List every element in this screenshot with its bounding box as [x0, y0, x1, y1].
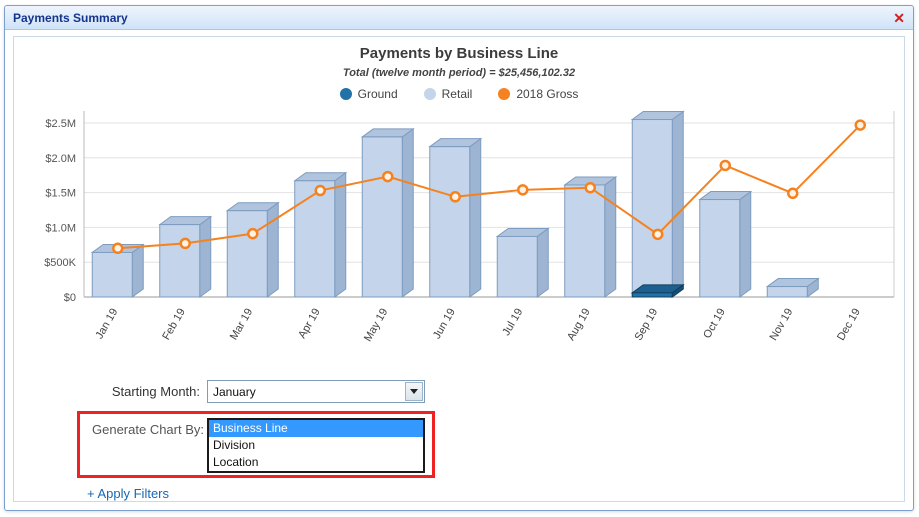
chart-svg: $0 $500K $1.0M $1.5M $2.0M $2.5M Jan 19 Feb 19 M…	[44, 110, 895, 344]
legend-item: 2018 Gross	[498, 87, 578, 101]
svg-text:$2.0M: $2.0M	[45, 153, 76, 165]
svg-text:$1.5M: $1.5M	[45, 188, 76, 200]
legend-item: Retail	[423, 87, 473, 101]
svg-text:May 19: May 19	[362, 307, 390, 344]
legend-label: Retail	[441, 87, 473, 101]
svg-text:Nov 19: Nov 19	[768, 307, 796, 343]
svg-text:$500K: $500K	[44, 257, 76, 269]
svg-text:Sep 19: Sep 19	[633, 307, 661, 343]
svg-text:Jun 19: Jun 19	[431, 307, 458, 342]
legend-label: 2018 Gross	[516, 87, 579, 101]
svg-text:Mar 19: Mar 19	[228, 307, 256, 343]
svg-text:Jul 19: Jul 19	[500, 307, 525, 338]
close-icon[interactable]: ✕	[893, 9, 905, 26]
svg-text:Dec 19: Dec 19	[835, 307, 863, 343]
legend-dot-icon	[423, 88, 436, 100]
svg-text:Apr 19: Apr 19	[296, 307, 323, 341]
legend-dot-icon	[498, 88, 511, 100]
starting-month-value: January	[213, 385, 256, 399]
apply-filters-link[interactable]: + Apply Filters	[87, 486, 170, 501]
svg-text:Jan 19: Jan 19	[93, 307, 120, 342]
starting-month-label: Starting Month:	[111, 384, 200, 399]
starting-month-select[interactable]: January	[207, 380, 425, 403]
chart-subtitle: Total (twelve month period) = $25,456,10…	[342, 67, 576, 79]
generate-chart-listbox[interactable]: Business Line Division Location	[207, 418, 425, 473]
chart-legend: Ground Retail 2018 Gross	[14, 87, 904, 101]
svg-text:$1.0M: $1.0M	[45, 222, 76, 234]
chart-by-option[interactable]: Division	[213, 438, 256, 452]
legend-label: Ground	[357, 87, 398, 101]
payments-summary-dialog: Payments Summary ✕ Payments by Business …	[4, 5, 914, 511]
svg-text:Feb 19: Feb 19	[160, 307, 188, 343]
svg-text:Oct 19: Oct 19	[701, 307, 728, 341]
svg-text:Aug 19: Aug 19	[565, 307, 593, 343]
dialog-titlebar[interactable]: Payments Summary ✕	[5, 6, 913, 30]
payments-chart: $0 $500K $1.0M $1.5M $2.0M $2.5M Jan 19 Feb 19 M…	[20, 107, 904, 361]
legend-dot-icon	[339, 88, 352, 100]
svg-text:$0: $0	[64, 292, 76, 304]
chart-by-option[interactable]: Location	[213, 455, 259, 469]
starting-month-row: Starting Month: January	[14, 380, 904, 404]
dialog-content: Payments by Business Line Total (twelve …	[13, 36, 905, 502]
chart-by-option[interactable]: Business Line	[209, 420, 423, 437]
dialog-title: Payments Summary	[13, 10, 128, 25]
dropdown-arrow-icon[interactable]	[405, 382, 423, 401]
generate-chart-label: Generate Chart By:	[92, 422, 204, 437]
legend-item: Ground	[339, 87, 398, 101]
chart-title: Payments by Business Line	[359, 45, 559, 62]
svg-text:$2.5M: $2.5M	[45, 118, 76, 130]
